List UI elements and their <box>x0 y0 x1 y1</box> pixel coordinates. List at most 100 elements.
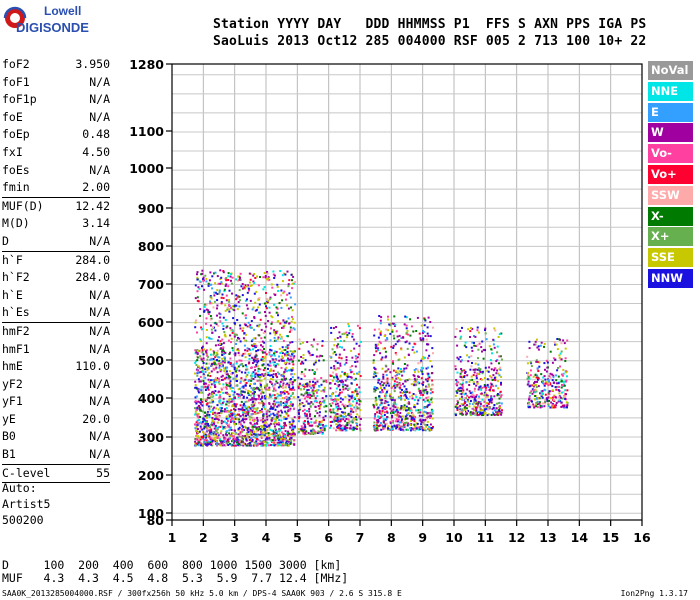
echo-point <box>400 370 403 373</box>
echo-point <box>426 343 429 346</box>
echo-point <box>471 412 474 415</box>
echo-point <box>314 409 317 412</box>
echo-point <box>209 443 212 445</box>
echo-point <box>240 285 243 288</box>
echo-point <box>258 340 261 343</box>
echo-point <box>255 344 258 347</box>
echo-point <box>263 421 266 424</box>
echo-point <box>240 359 243 362</box>
echo-point <box>212 382 215 385</box>
echo-point <box>297 420 300 423</box>
echo-point <box>500 402 503 405</box>
echo-point <box>528 394 531 397</box>
echo-point <box>491 398 493 401</box>
echo-point <box>197 378 200 381</box>
echo-point <box>318 401 321 404</box>
echo-point <box>247 431 250 433</box>
echo-point <box>280 366 283 369</box>
echo-point <box>203 288 206 291</box>
echo-point <box>312 392 315 395</box>
echo-point <box>196 400 199 403</box>
echo-point <box>224 437 227 440</box>
echo-point <box>225 417 228 420</box>
echo-point <box>311 345 314 348</box>
echo-point <box>315 419 317 422</box>
echo-point <box>259 376 261 379</box>
echo-point <box>374 343 377 346</box>
echo-point <box>384 381 387 384</box>
echo-point <box>431 379 434 382</box>
echo-point <box>269 332 272 335</box>
echo-point <box>388 384 391 387</box>
echo-point <box>496 393 499 395</box>
echo-point <box>242 395 245 398</box>
echo-point <box>262 276 265 279</box>
echo-point <box>224 408 226 411</box>
echo-point <box>237 408 240 411</box>
echo-point <box>201 404 204 407</box>
echo-point <box>247 353 250 355</box>
echo-point <box>427 366 430 369</box>
echo-point <box>272 390 275 392</box>
echo-point <box>475 408 478 411</box>
echo-point <box>351 370 354 373</box>
echo-point <box>266 415 269 418</box>
echo-point <box>479 371 482 373</box>
echo-point <box>545 370 548 373</box>
echo-point <box>273 422 276 425</box>
echo-point <box>492 411 494 414</box>
echo-point <box>286 390 289 393</box>
echo-point <box>336 413 339 415</box>
echo-point <box>218 383 221 385</box>
echo-point <box>310 387 313 389</box>
echo-point <box>233 410 236 413</box>
echo-point <box>228 308 231 311</box>
echo-point <box>313 390 316 393</box>
echo-point <box>225 422 228 424</box>
echo-point <box>309 405 312 408</box>
echo-point <box>221 410 224 413</box>
echo-point <box>228 415 231 418</box>
echo-point <box>527 375 530 378</box>
echo-point <box>558 338 561 341</box>
echo-point <box>409 415 412 417</box>
echo-point <box>500 413 503 416</box>
echo-point <box>241 411 244 414</box>
echo-point <box>385 328 388 331</box>
echo-point <box>454 414 457 417</box>
echo-point <box>278 347 281 350</box>
echo-point <box>348 332 351 335</box>
echo-point <box>254 407 257 410</box>
echo-point <box>358 344 361 347</box>
echo-point <box>343 339 346 342</box>
echo-point <box>237 275 240 278</box>
echo-point <box>287 440 290 443</box>
echo-point <box>310 424 313 427</box>
echo-point <box>565 371 567 374</box>
echo-point <box>272 431 275 434</box>
echo-point <box>223 350 225 353</box>
echo-point <box>383 347 386 350</box>
param-value: 20.0 <box>82 411 110 426</box>
x-tick-label: 5 <box>293 530 302 545</box>
echo-point <box>261 431 264 434</box>
echo-point <box>257 360 260 363</box>
echo-point <box>223 367 226 370</box>
echo-point <box>473 397 476 399</box>
echo-point <box>259 409 262 412</box>
echo-point <box>197 444 200 447</box>
echo-point <box>248 444 251 447</box>
echo-point <box>242 390 245 393</box>
echo-point <box>458 407 461 410</box>
echo-point <box>538 402 541 405</box>
echo-point <box>349 402 352 405</box>
echo-point <box>249 407 252 410</box>
echo-point <box>373 354 376 357</box>
echo-point <box>400 368 402 370</box>
echo-point <box>290 373 293 375</box>
echo-point <box>424 428 427 431</box>
echo-point <box>418 426 421 429</box>
echo-point <box>237 279 239 282</box>
echo-point <box>374 390 377 393</box>
echo-point <box>377 349 380 351</box>
